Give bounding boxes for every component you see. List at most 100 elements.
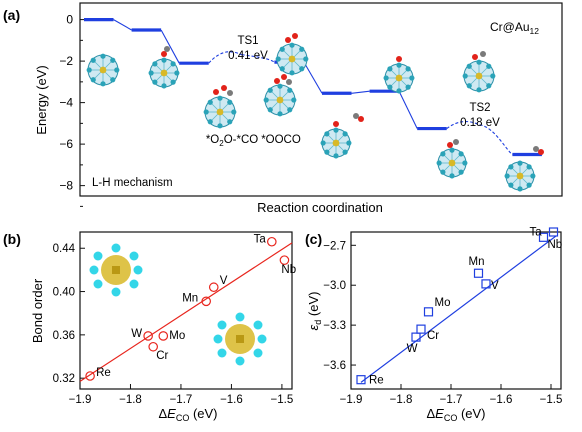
adsorbate-atom <box>396 56 402 62</box>
connector <box>113 19 132 31</box>
b-point-label-cr: Cr <box>156 350 168 362</box>
b-point-label-mo: Mo <box>169 330 185 342</box>
au-atom <box>231 109 237 115</box>
cr-atom <box>160 69 168 77</box>
c-x-tick-label: −1.9 <box>340 394 363 406</box>
panel-b-ylabel: Bond order <box>30 278 45 343</box>
iso-lobe <box>217 348 227 358</box>
au-atom <box>486 63 492 69</box>
au-atom <box>490 73 496 79</box>
au-atom <box>383 75 389 81</box>
au-atom <box>207 119 213 125</box>
c-point-label-nb: Nb <box>548 239 563 251</box>
au-atom <box>152 61 158 67</box>
au-atom <box>277 111 283 117</box>
panel-a-y-axis: 0 −2 −4 −6 −8 <box>59 13 85 207</box>
au-atom <box>303 56 309 62</box>
au-atom <box>203 109 209 115</box>
b-x-tick-label: −1.7 <box>170 394 193 406</box>
iso-lobe <box>213 334 223 344</box>
b-x-tick-label: −1.6 <box>220 394 243 406</box>
adsorbate-atom <box>533 146 539 152</box>
structure-2 <box>148 46 180 89</box>
c-point-ta <box>538 232 549 242</box>
b-y-tick-label: 0.44 <box>53 243 76 255</box>
au-atom <box>299 66 305 72</box>
au-atom <box>486 83 492 89</box>
au-atom <box>110 77 116 83</box>
au-atom <box>462 73 468 79</box>
adsorbate-atom <box>286 79 292 85</box>
au-atom <box>227 119 233 125</box>
b-point-mo <box>158 331 169 341</box>
au-atom <box>279 66 285 72</box>
c-y-tick-label: −3.0 <box>323 280 346 292</box>
au-atom <box>440 169 446 175</box>
au-atom <box>86 67 92 73</box>
au-atom <box>440 151 446 157</box>
adsorbate-atom <box>161 51 167 57</box>
ts1-label: TS1 <box>237 35 258 47</box>
au-atom <box>320 140 326 146</box>
c-point-label-w: W <box>407 343 418 355</box>
au-atom <box>324 131 330 137</box>
au-atom <box>170 79 176 85</box>
b-x-tick-label: −1.9 <box>69 394 92 406</box>
au-atom <box>436 160 442 166</box>
au-atom <box>504 173 510 179</box>
connector <box>351 90 370 94</box>
iso-lobe <box>93 251 103 261</box>
b-x-tick-label: −1.5 <box>271 394 294 406</box>
panel-b-frame <box>79 231 293 390</box>
panel-b-axes: −1.9 −1.8 −1.7 −1.6 −1.5 0.32 0.36 0.40 0.44 <box>53 243 294 406</box>
iso-lobe <box>253 348 263 358</box>
connector <box>241 54 275 63</box>
c-point-w <box>411 332 421 342</box>
panel-c-axes: −1.9 −1.8 −1.7 −1.6 −1.5 −2.7 −3.0 −3.3 −3.6 <box>323 240 562 406</box>
panel-a-energy-profile <box>84 18 542 157</box>
c-point-label-v: V <box>491 280 499 292</box>
au-atom <box>287 87 293 93</box>
b-point-mn <box>201 296 211 307</box>
ts2-barrier: 0.18 eV <box>460 117 500 129</box>
au-atom <box>342 149 348 155</box>
adsorbate-atom <box>227 90 233 96</box>
au-atom <box>170 61 176 67</box>
au-atom <box>217 95 223 101</box>
adsorbate-atom <box>480 51 486 57</box>
au-atom <box>476 59 482 65</box>
iso-lobe <box>129 279 139 289</box>
c-point-nb <box>548 227 559 237</box>
au-atom <box>279 46 285 52</box>
au-atom <box>458 169 464 175</box>
au-atom <box>277 83 283 89</box>
structure-3 <box>203 85 237 129</box>
iso-lobe <box>253 320 263 330</box>
au-atom <box>100 53 106 59</box>
au-atom <box>517 160 523 166</box>
b-point-w <box>143 331 153 341</box>
c-x-tick-label: −1.5 <box>540 394 563 406</box>
y-tick-label: −6 <box>59 137 73 151</box>
au-atom <box>517 186 523 192</box>
c-y-tick-label: −2.7 <box>323 240 346 252</box>
adsorbate-atom <box>447 142 453 148</box>
connector <box>398 90 418 129</box>
y-tick-label: 0 <box>66 13 73 27</box>
o2o-co-label: *O2O-*CO <box>206 134 258 148</box>
adsorbate-atom <box>213 89 219 95</box>
panel-c-data: Re W Cr Mo Mn V Ta Nb <box>356 226 563 387</box>
iso-center <box>112 266 120 274</box>
isosurface-1 <box>89 243 143 297</box>
c-point-label-mn: Mn <box>469 256 485 268</box>
cr-atom <box>516 172 524 180</box>
au-atom <box>90 77 96 83</box>
adsorbate-atom <box>221 85 227 91</box>
panel-c-label: (c) <box>305 231 322 247</box>
au-atom <box>387 66 393 72</box>
b-x-tick-label: −1.8 <box>119 394 142 406</box>
panel-c-xlabel: ΔECO (eV) <box>426 406 485 423</box>
b-point-label-re: Re <box>96 367 111 379</box>
